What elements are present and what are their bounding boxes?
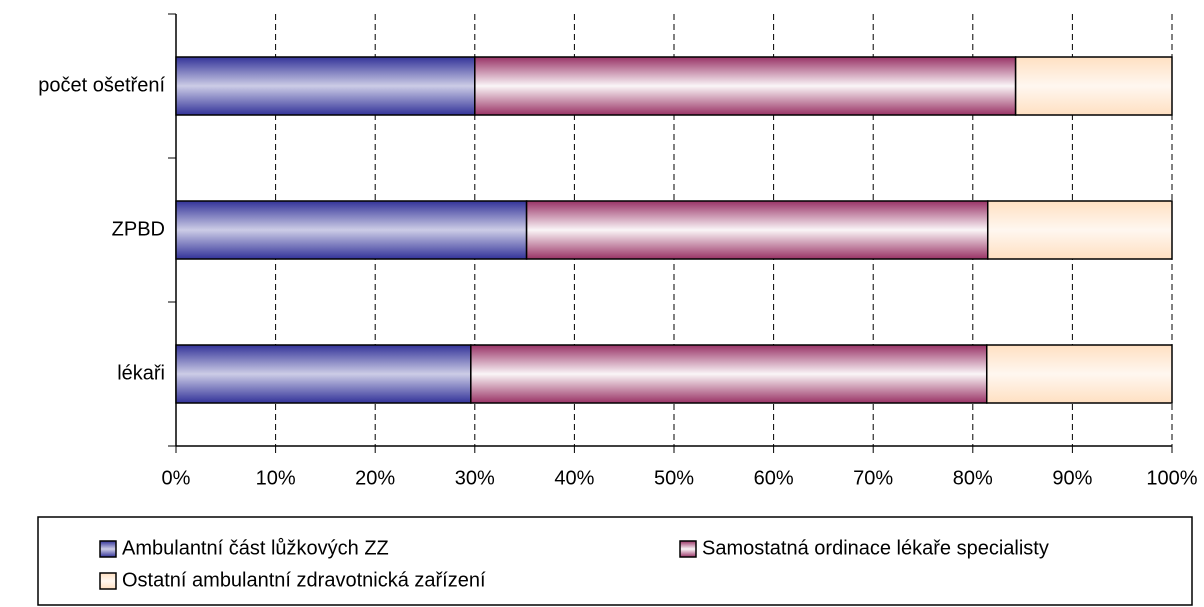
x-tick-label: 30% — [455, 467, 495, 489]
legend-swatch — [99, 572, 117, 590]
x-tick-label: 10% — [256, 467, 296, 489]
bar-segment — [474, 56, 1017, 116]
legend-label: Ostatní ambulantní zdravotnická zařízení — [122, 569, 486, 591]
legend-box — [37, 516, 1193, 606]
legend-label: Samostatná ordinace lékaře specialisty — [702, 537, 1049, 559]
y-tick-label: ZPBD — [112, 218, 165, 240]
legend-label: Ambulantní část lůžkových ZZ — [122, 537, 389, 559]
y-tick-label: počet ošetření — [38, 74, 165, 96]
legend-swatch — [679, 540, 697, 558]
x-tick-label: 40% — [554, 467, 594, 489]
x-tick-label: 90% — [1052, 467, 1092, 489]
bar-segment — [525, 200, 989, 260]
bar-segment — [470, 344, 988, 404]
legend-swatch — [99, 540, 117, 558]
y-tick-label: lékaři — [117, 362, 165, 384]
x-tick-label: 70% — [853, 467, 893, 489]
bar-segment — [175, 344, 472, 404]
x-tick-label: 60% — [754, 467, 794, 489]
bar-segment — [175, 200, 528, 260]
x-tick-label: 50% — [654, 467, 694, 489]
x-tick-label: 80% — [953, 467, 993, 489]
bar-segment — [1014, 56, 1173, 116]
bar-segment — [175, 56, 476, 116]
x-tick-label: 100% — [1146, 467, 1197, 489]
x-tick-label: 20% — [355, 467, 395, 489]
x-tick-label: 0% — [162, 467, 191, 489]
bar-segment — [985, 344, 1173, 404]
bar-segment — [986, 200, 1173, 260]
